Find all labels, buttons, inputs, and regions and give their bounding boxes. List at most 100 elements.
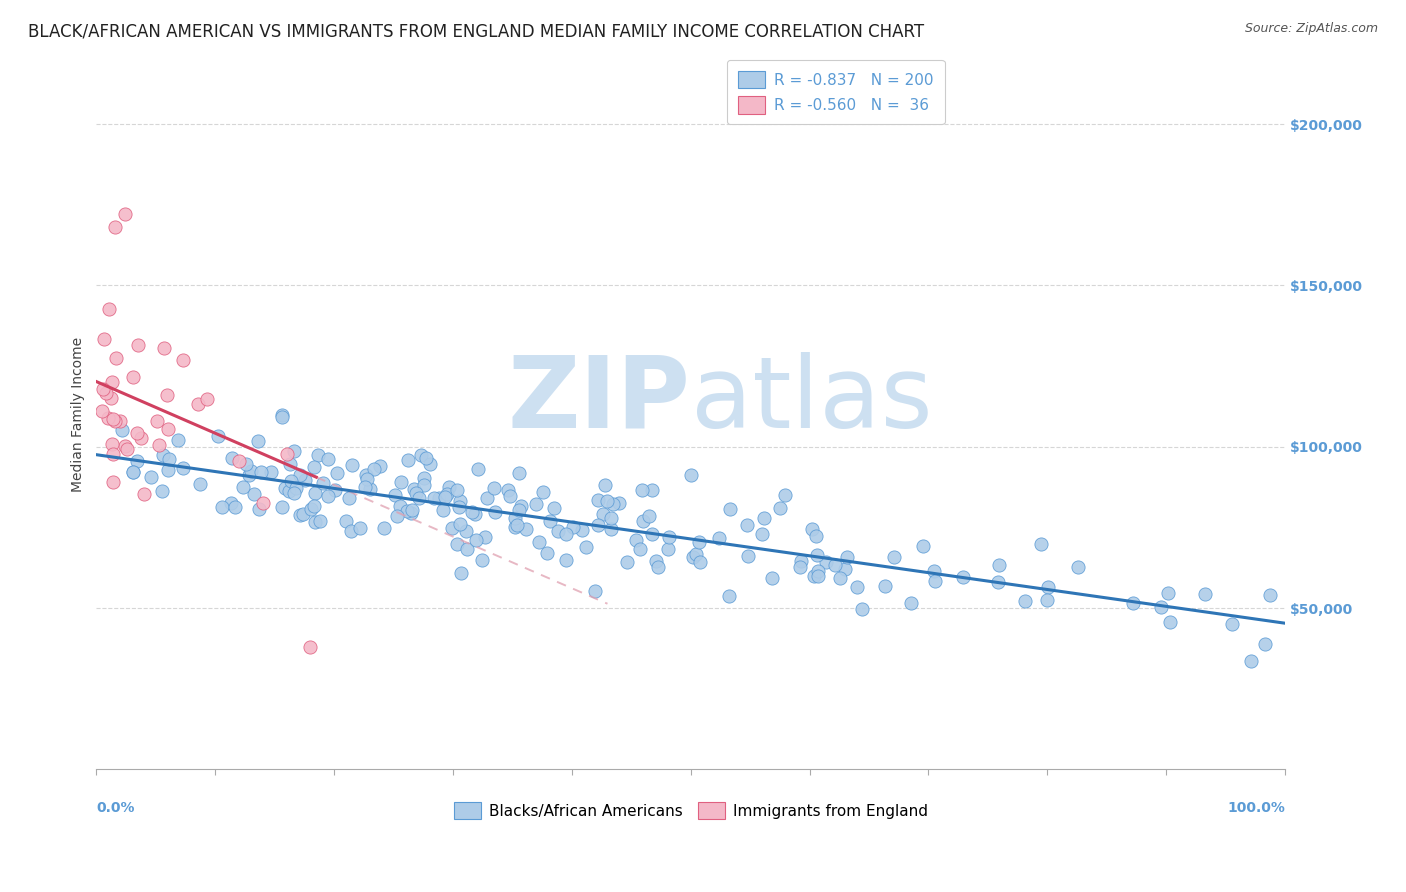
Point	[418, 458, 440, 472]
Point	[1031, 537, 1053, 551]
Point	[503, 520, 526, 534]
Point	[404, 482, 426, 496]
Point	[101, 447, 124, 461]
Point	[172, 353, 194, 368]
Point	[432, 502, 454, 516]
Point	[122, 466, 145, 480]
Point	[543, 501, 565, 516]
Point	[399, 506, 422, 520]
Point	[761, 571, 783, 585]
Point	[484, 481, 506, 495]
Point	[583, 583, 606, 598]
Point	[801, 522, 824, 536]
Point	[335, 514, 357, 528]
Point	[484, 505, 506, 519]
Point	[422, 491, 444, 505]
Point	[271, 410, 294, 425]
Point	[405, 486, 427, 500]
Point	[707, 531, 730, 545]
Point	[302, 460, 325, 475]
Point	[498, 483, 520, 497]
Point	[1254, 637, 1277, 651]
Point	[152, 342, 174, 356]
Point	[307, 448, 329, 462]
Point	[101, 436, 124, 450]
Point	[408, 491, 430, 505]
Point	[415, 450, 437, 465]
Point	[449, 494, 471, 508]
Point	[221, 451, 243, 466]
Point	[363, 462, 385, 476]
Point	[1239, 654, 1261, 668]
Point	[401, 503, 423, 517]
Point	[101, 475, 124, 489]
Point	[370, 458, 392, 473]
Point	[456, 524, 478, 538]
Point	[121, 465, 143, 479]
Point	[1036, 580, 1059, 594]
Point	[271, 500, 294, 515]
Point	[815, 555, 838, 569]
Point	[299, 640, 322, 654]
Point	[152, 448, 174, 462]
Point	[280, 474, 302, 488]
Point	[1157, 585, 1180, 599]
Point	[304, 486, 326, 500]
Point	[769, 500, 792, 515]
Point	[503, 511, 526, 525]
Point	[211, 500, 233, 514]
Point	[172, 460, 194, 475]
Point	[157, 451, 180, 466]
Point	[658, 530, 681, 544]
Point	[114, 207, 136, 221]
Point	[396, 453, 419, 467]
Y-axis label: Median Family Income: Median Family Income	[72, 337, 86, 492]
Point	[645, 554, 668, 568]
Point	[718, 501, 741, 516]
Point	[529, 534, 551, 549]
Point	[228, 453, 250, 467]
Point	[588, 518, 610, 533]
Point	[247, 501, 270, 516]
Point	[807, 564, 830, 578]
Text: 0.0%: 0.0%	[97, 801, 135, 815]
Point	[101, 375, 124, 389]
Point	[187, 396, 209, 410]
Point	[515, 522, 537, 536]
Point	[250, 465, 273, 479]
Point	[571, 523, 593, 537]
Point	[465, 533, 488, 547]
Point	[1220, 617, 1243, 632]
Point	[987, 575, 1010, 590]
Point	[547, 524, 569, 538]
Text: BLACK/AFRICAN AMERICAN VS IMMIGRANTS FROM ENGLAND MEDIAN FAMILY INCOME CORRELATI: BLACK/AFRICAN AMERICAN VS IMMIGRANTS FRO…	[28, 22, 924, 40]
Point	[356, 472, 378, 486]
Point	[260, 466, 283, 480]
Point	[290, 468, 312, 483]
Point	[280, 457, 302, 471]
Point	[337, 491, 360, 505]
Point	[450, 566, 472, 580]
Point	[688, 535, 710, 549]
Point	[883, 550, 905, 565]
Point	[647, 560, 669, 574]
Point	[246, 434, 269, 449]
Point	[737, 549, 759, 563]
Legend: Blacks/African Americans, Immigrants from England: Blacks/African Americans, Immigrants fro…	[447, 796, 934, 825]
Point	[751, 526, 773, 541]
Point	[93, 332, 115, 346]
Point	[600, 511, 623, 525]
Point	[790, 554, 813, 568]
Point	[323, 483, 346, 497]
Point	[354, 480, 377, 494]
Point	[284, 482, 307, 496]
Point	[239, 464, 262, 478]
Point	[412, 470, 434, 484]
Point	[689, 555, 711, 569]
Point	[316, 451, 339, 466]
Point	[207, 429, 229, 443]
Point	[1122, 596, 1144, 610]
Point	[1150, 599, 1173, 614]
Point	[190, 477, 212, 491]
Point	[156, 388, 179, 402]
